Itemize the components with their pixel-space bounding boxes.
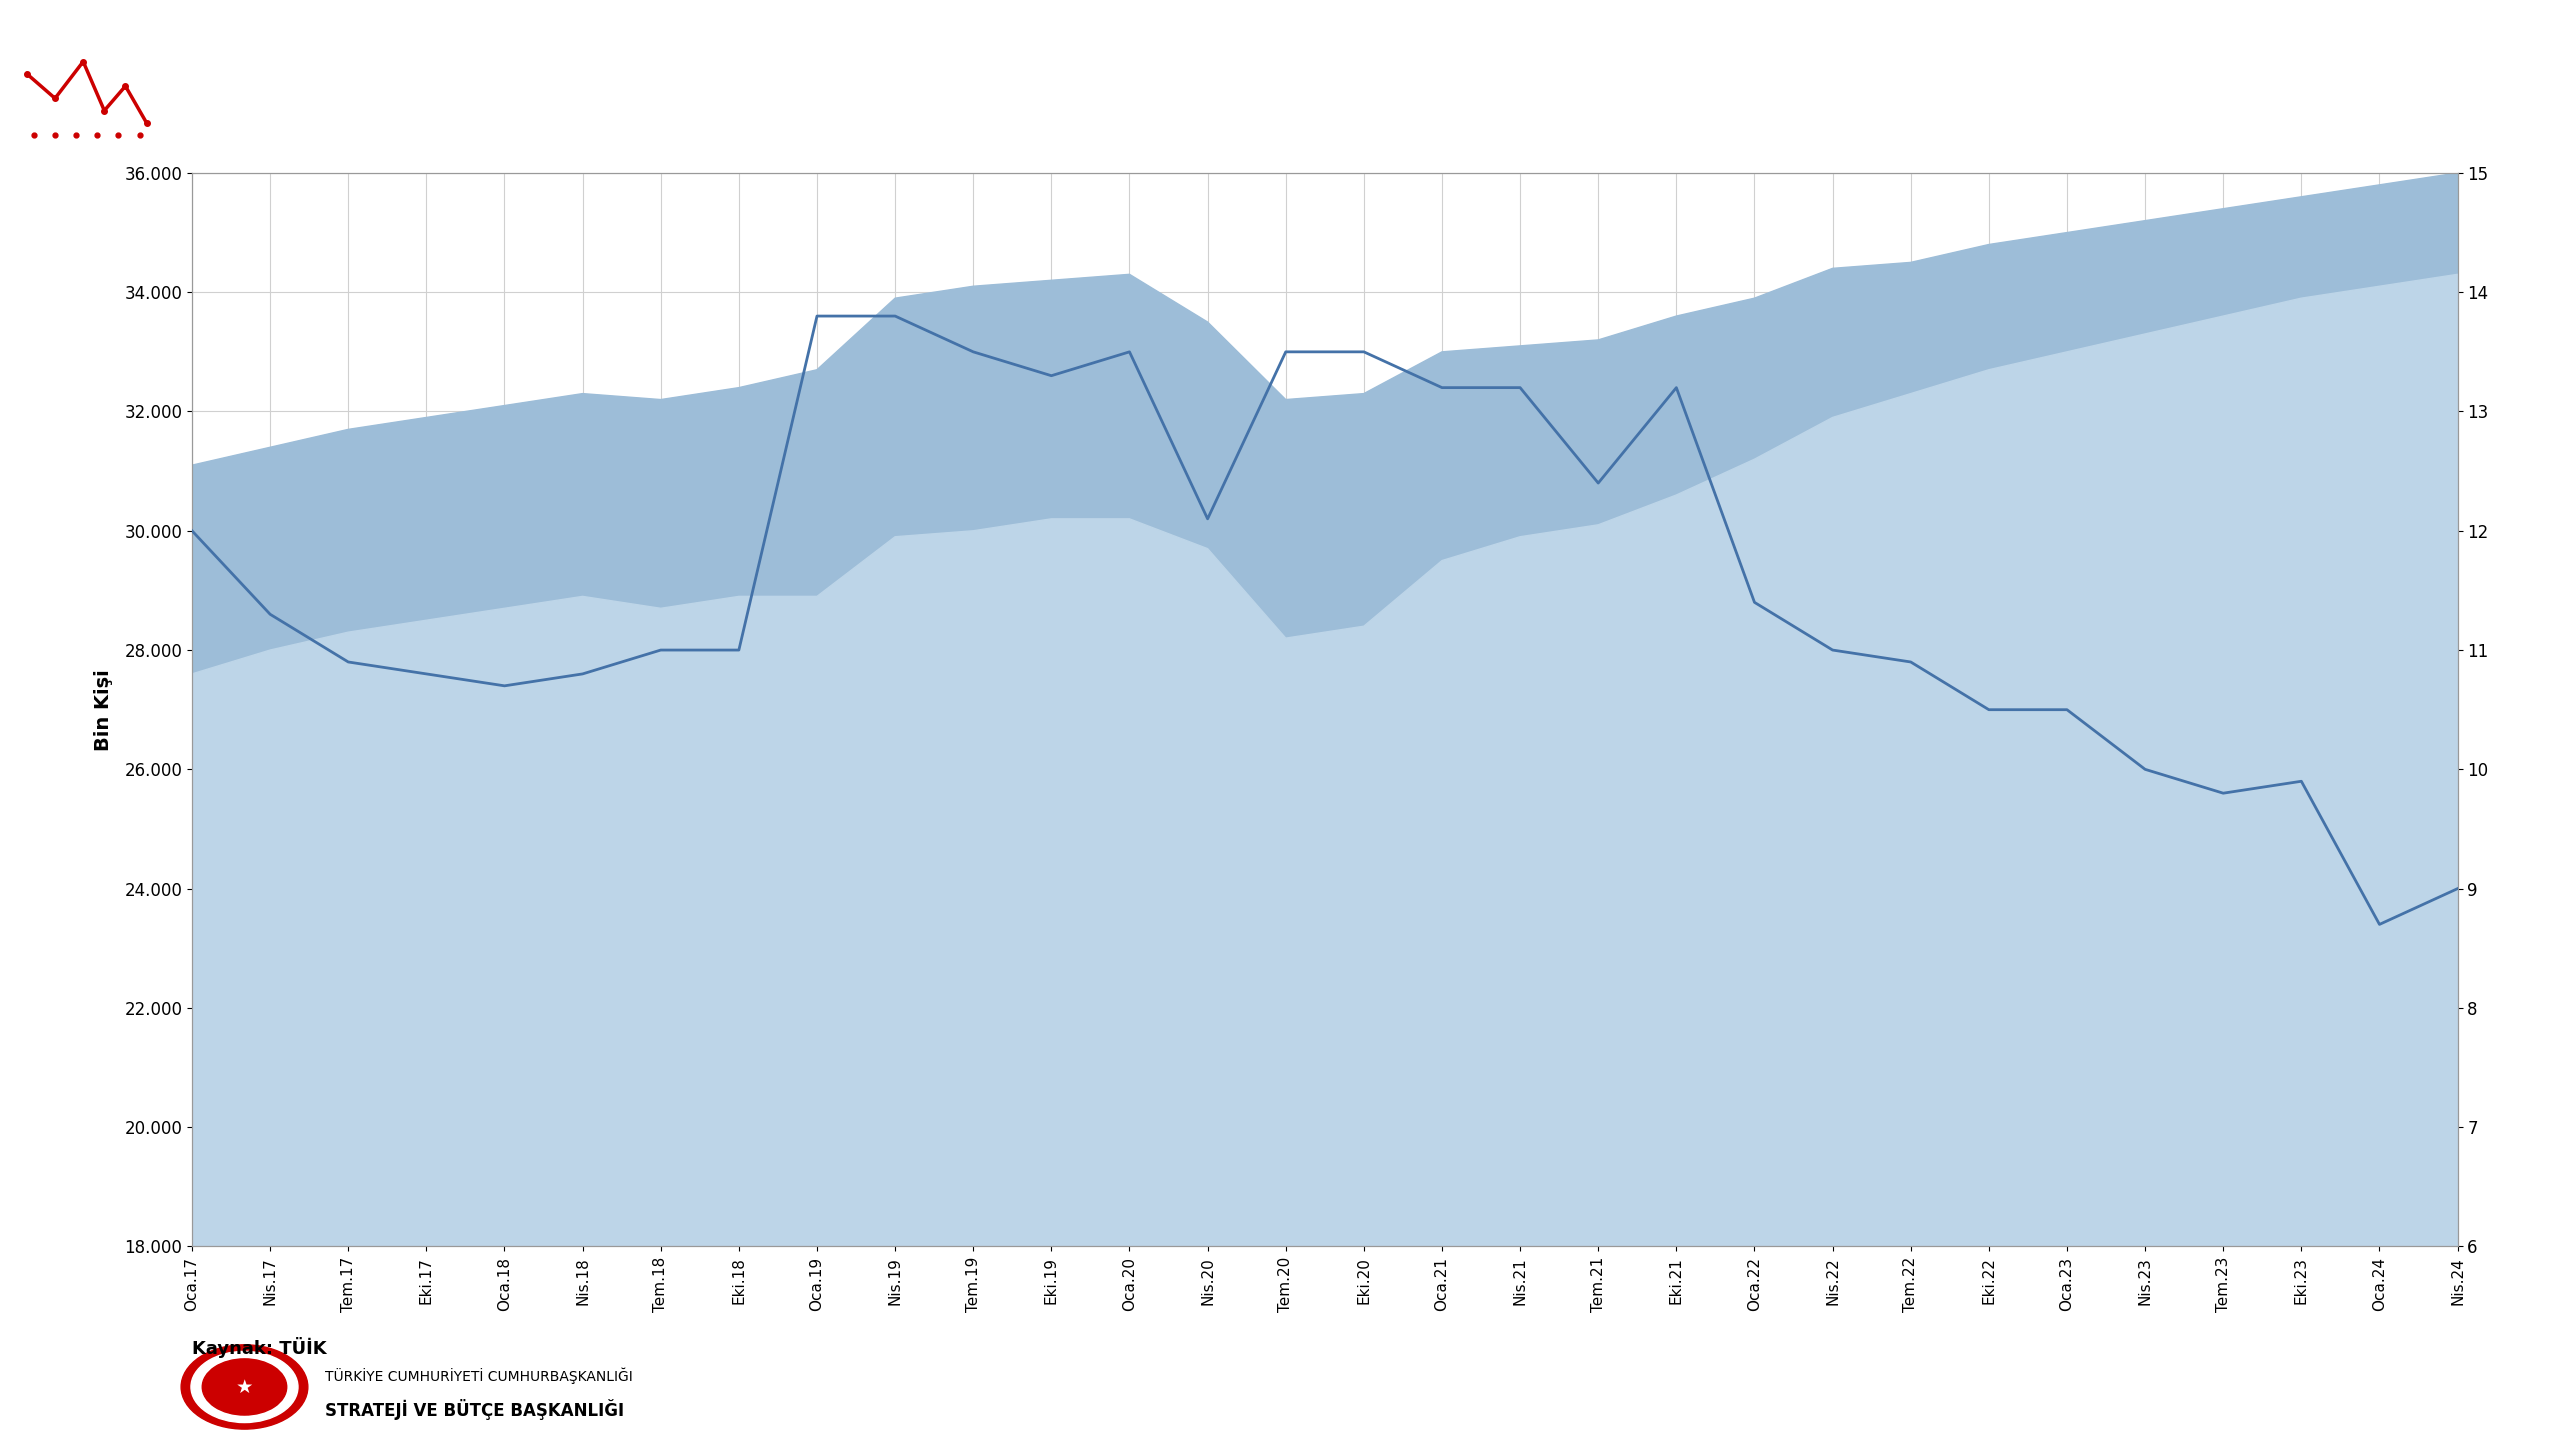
Text: STRATEJİ VE BÜTÇE BAŞKANLIĞI: STRATEJİ VE BÜTÇE BAŞKANLIĞI: [325, 1399, 625, 1419]
İşsizlik Oranı (Sağ Eksen): [2286, 772, 2317, 790]
İşsizlik Oranı (Sağ Eksen): [1894, 653, 1925, 670]
İşsizlik Oranı (Sağ Eksen): [724, 641, 755, 659]
İşsizlik Oranı (Sağ Eksen): [881, 307, 911, 324]
İşsizlik Oranı (Sağ Eksen): [1114, 343, 1144, 360]
İşsizlik Oranı (Sağ Eksen): [256, 605, 287, 623]
İşsizlik Oranı (Sağ Eksen): [1582, 474, 1613, 491]
Circle shape: [202, 1359, 287, 1415]
İşsizlik Oranı (Sağ Eksen): [1270, 343, 1300, 360]
İşsizlik Oranı (Sağ Eksen): [957, 343, 988, 360]
İşsizlik Oranı (Sağ Eksen): [2051, 702, 2081, 719]
Circle shape: [192, 1352, 297, 1422]
İşsizlik Oranı (Sağ Eksen): [177, 522, 207, 539]
İşsizlik Oranı (Sağ Eksen): [1818, 641, 1848, 659]
İşsizlik Oranı (Sağ Eksen): [1505, 379, 1536, 396]
İşsizlik Oranı (Sağ Eksen): [1426, 379, 1457, 396]
İşsizlik Oranı (Sağ Eksen): [1974, 702, 2004, 719]
Text: TEMEL İŞGÜCÜ GÖSTERGELERİ (MEVSİMSELLİKTEN ARINDIRILMIŞ): TEMEL İŞGÜCÜ GÖSTERGELERİ (MEVSİMSELLİKT…: [563, 78, 2112, 127]
Text: Kaynak: TÜİK: Kaynak: TÜİK: [192, 1337, 328, 1359]
İşsizlik Oranı (Sağ Eksen): [801, 307, 832, 324]
İşsizlik Oranı (Sağ Eksen): [2363, 916, 2394, 934]
Text: ★: ★: [236, 1378, 253, 1396]
Circle shape: [182, 1344, 307, 1429]
İşsizlik Oranı (Sağ Eksen): [412, 666, 443, 683]
İşsizlik Oranı (Sağ Eksen): [2207, 784, 2237, 801]
Text: TÜRKİYE CUMHURİYETİ CUMHURBAŞKANLIĞI: TÜRKİYE CUMHURİYETİ CUMHURBAŞKANLIĞI: [325, 1368, 632, 1385]
İşsizlik Oranı (Sağ Eksen): [1661, 379, 1692, 396]
İşsizlik Oranı (Sağ Eksen): [645, 641, 676, 659]
İşsizlik Oranı (Sağ Eksen): [1193, 510, 1224, 527]
İşsizlik Oranı (Sağ Eksen): [2442, 880, 2473, 898]
İşsizlik Oranı (Sağ Eksen): [333, 653, 364, 670]
İşsizlik Oranı (Sağ Eksen): [489, 677, 520, 695]
İşsizlik Oranı (Sağ Eksen): [2130, 761, 2161, 778]
İşsizlik Oranı (Sağ Eksen): [1349, 343, 1380, 360]
İşsizlik Oranı (Sağ Eksen): [568, 666, 599, 683]
İşsizlik Oranı (Sağ Eksen): [1037, 367, 1068, 385]
Y-axis label: Bin Kişi: Bin Kişi: [95, 669, 113, 751]
Line: İşsizlik Oranı (Sağ Eksen): İşsizlik Oranı (Sağ Eksen): [192, 316, 2458, 925]
İşsizlik Oranı (Sağ Eksen): [1738, 594, 1769, 611]
